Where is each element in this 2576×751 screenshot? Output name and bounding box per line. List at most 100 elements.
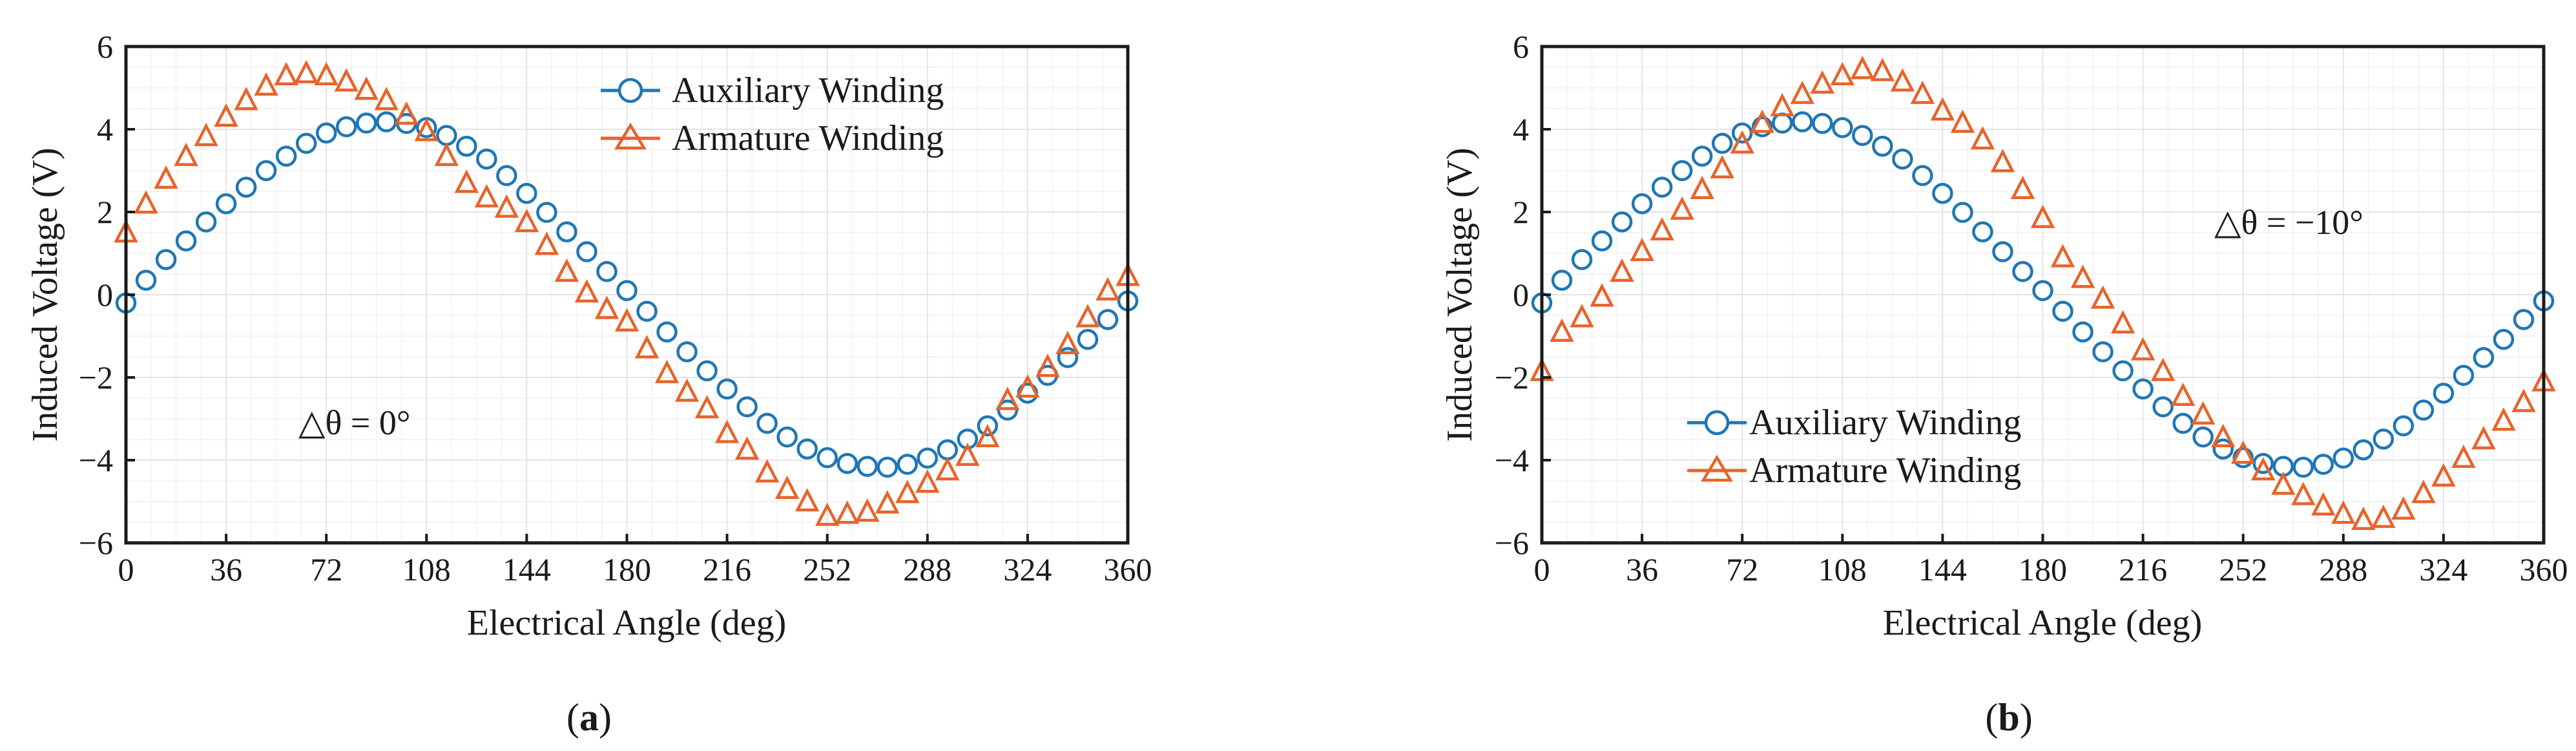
panel-a-armature-point [694, 395, 720, 419]
panel-b-y-tick-label: 6 [1513, 28, 1529, 65]
panel-b-armature-point [2271, 471, 2296, 495]
panel-b-auxiliary-point [2413, 399, 2435, 421]
panel-b-armature-point [1730, 130, 1754, 154]
panel-a-auxiliary-point [195, 211, 217, 233]
panel-b-auxiliary-point [1631, 193, 1653, 215]
panel-a-armature-point [374, 87, 399, 111]
panel-a-auxiliary-point [917, 447, 939, 469]
panel-b-armature-point [1970, 126, 1995, 150]
panel-b-auxiliary-point [1872, 135, 1893, 157]
panel-a-legend: Auxiliary Winding Armature Winding [601, 70, 944, 158]
panel-a-armature-point [514, 209, 539, 233]
panel-b-auxiliary-point [1651, 176, 1673, 198]
panel-a-armature-point [534, 231, 559, 255]
panel-b-armature-point [1550, 318, 1574, 342]
panel-b-armature-point [2471, 426, 2496, 450]
panel-a-auxiliary-point [536, 202, 557, 223]
panel-a-armature-point [594, 295, 619, 319]
panel-a-x-tick-label: 360 [1104, 551, 1152, 587]
panel-b-auxiliary-point [1711, 132, 1733, 154]
panel-a-auxiliary-point [776, 426, 798, 448]
panel-b-armature-point [2291, 481, 2316, 505]
panel-b-auxiliary-point [1771, 112, 1793, 134]
panel-a-auxiliary-point [255, 160, 277, 182]
panel-a: 0 36 72 108 144 180 216 252 288 324 3606420−2−4−6 … [25, 28, 1152, 739]
panel-b-auxiliary-point [2072, 321, 2093, 343]
panel-a-armature-point [935, 457, 960, 481]
panel-a-armature-point [434, 142, 459, 166]
panel-a-series [114, 59, 1140, 526]
panel-b-auxiliary-point [2393, 415, 2415, 437]
panel-b-auxiliary-point [1912, 165, 1933, 186]
panel-b-y-tick-label: 2 [1513, 194, 1529, 230]
panel-a-armature-point [1035, 354, 1060, 377]
panel-a-armature-point [394, 101, 419, 125]
panel-b-armature-point [1570, 304, 1594, 328]
panel-a-auxiliary-point [135, 270, 157, 291]
panel-a-armature-point [1055, 330, 1080, 355]
panel-b-armature-point [2251, 457, 2276, 481]
panel-a-auxiliary-point [556, 221, 577, 242]
panel-b-phase-annotation: △θ = −10° [2214, 203, 2363, 242]
panel-b-auxiliary-point [1952, 202, 1973, 223]
panel-b-legend-arm-label: Armature Winding [1749, 450, 2021, 491]
panel-b-armature-point [2511, 388, 2536, 412]
panel-a-armature-point [414, 118, 439, 142]
panel-b-armature-point [2210, 423, 2236, 448]
panel-a-x-tick-label: 288 [903, 551, 951, 587]
panel-a-auxiliary-point [857, 456, 878, 477]
panel-b-armature-point [2391, 496, 2416, 520]
panel-a-auxiliary-point [1097, 309, 1119, 330]
panel-b-x-tick-label: 180 [2019, 551, 2067, 587]
panel-a-x-axis-title: Electrical Angle (deg) [467, 603, 786, 643]
panel-b-x-tick-label: 360 [2520, 551, 2568, 587]
panel-a-auxiliary-point [315, 122, 337, 144]
panel-b-armature-point [1710, 154, 1734, 179]
panel-b-auxiliary-point [2012, 260, 2033, 282]
panel-a-auxiliary-point [436, 125, 457, 146]
panel-b-y-tick-label: 0 [1513, 277, 1529, 313]
panel-a-auxiliary-point [756, 412, 778, 434]
panel-b-y-axis-title: Induced Voltage (V) [1440, 147, 1480, 441]
panel-b-caption: (b) [1985, 696, 2032, 739]
panel-b-auxiliary-point [2332, 447, 2354, 469]
panel-a-auxiliary-point [636, 301, 658, 322]
panel-a-legend-aux-marker [618, 78, 643, 103]
panel-b-armature-point [2351, 506, 2376, 531]
panel-a-auxiliary-point [476, 148, 497, 170]
panel-a-armature-point [1096, 277, 1120, 301]
panel-b-armature-point [2451, 444, 2476, 469]
panel-a-y-tick-label: 2 [97, 194, 113, 230]
panel-a-auxiliary-point [816, 447, 838, 469]
panel-a-legend-arm-label: Armature Winding [672, 118, 944, 158]
panel-a-armature-point [734, 436, 760, 460]
panel-a-armature-point [554, 258, 579, 282]
panel-b-auxiliary-point [1691, 145, 1713, 167]
panel-b-auxiliary-point [1551, 270, 1573, 291]
panel-b-x-tick-label: 0 [1534, 551, 1550, 587]
panel-b-auxiliary-point [2052, 301, 2073, 322]
panel-b-auxiliary-point [1611, 211, 1633, 233]
panel-b-armature-point [1850, 56, 1875, 79]
panel-a-armature-point [1075, 304, 1100, 328]
panel-a-armature-point [714, 419, 740, 443]
panel-a-auxiliary-point [516, 182, 537, 204]
panel-b-armature-point [2030, 204, 2055, 228]
panel-b-auxiliary-point [1992, 241, 2013, 262]
panel-a-x-tick-label: 72 [310, 551, 342, 587]
panel-a-x-tick-label: 180 [603, 551, 651, 587]
panel-b-armature-point [2431, 463, 2456, 487]
panel-b-legend-arm-marker [1701, 454, 1733, 482]
panel-b-armature-point [1690, 175, 1714, 200]
panel-a-armature-point [254, 72, 278, 96]
panel-b-armature-point [1910, 80, 1935, 104]
panel-b-auxiliary-point [1972, 221, 1993, 242]
panel-a-legend-aux-label: Auxiliary Winding [672, 70, 944, 111]
panel-b-x-tick-label: 72 [1726, 551, 1758, 587]
panel-a-auxiliary-point [877, 456, 898, 478]
panel-b-legend-aux-marker [1704, 410, 1730, 436]
panel-a-auxiliary-point [155, 249, 177, 270]
panel-b-auxiliary-point [2092, 341, 2114, 363]
panel-a-armature-point [654, 359, 680, 383]
